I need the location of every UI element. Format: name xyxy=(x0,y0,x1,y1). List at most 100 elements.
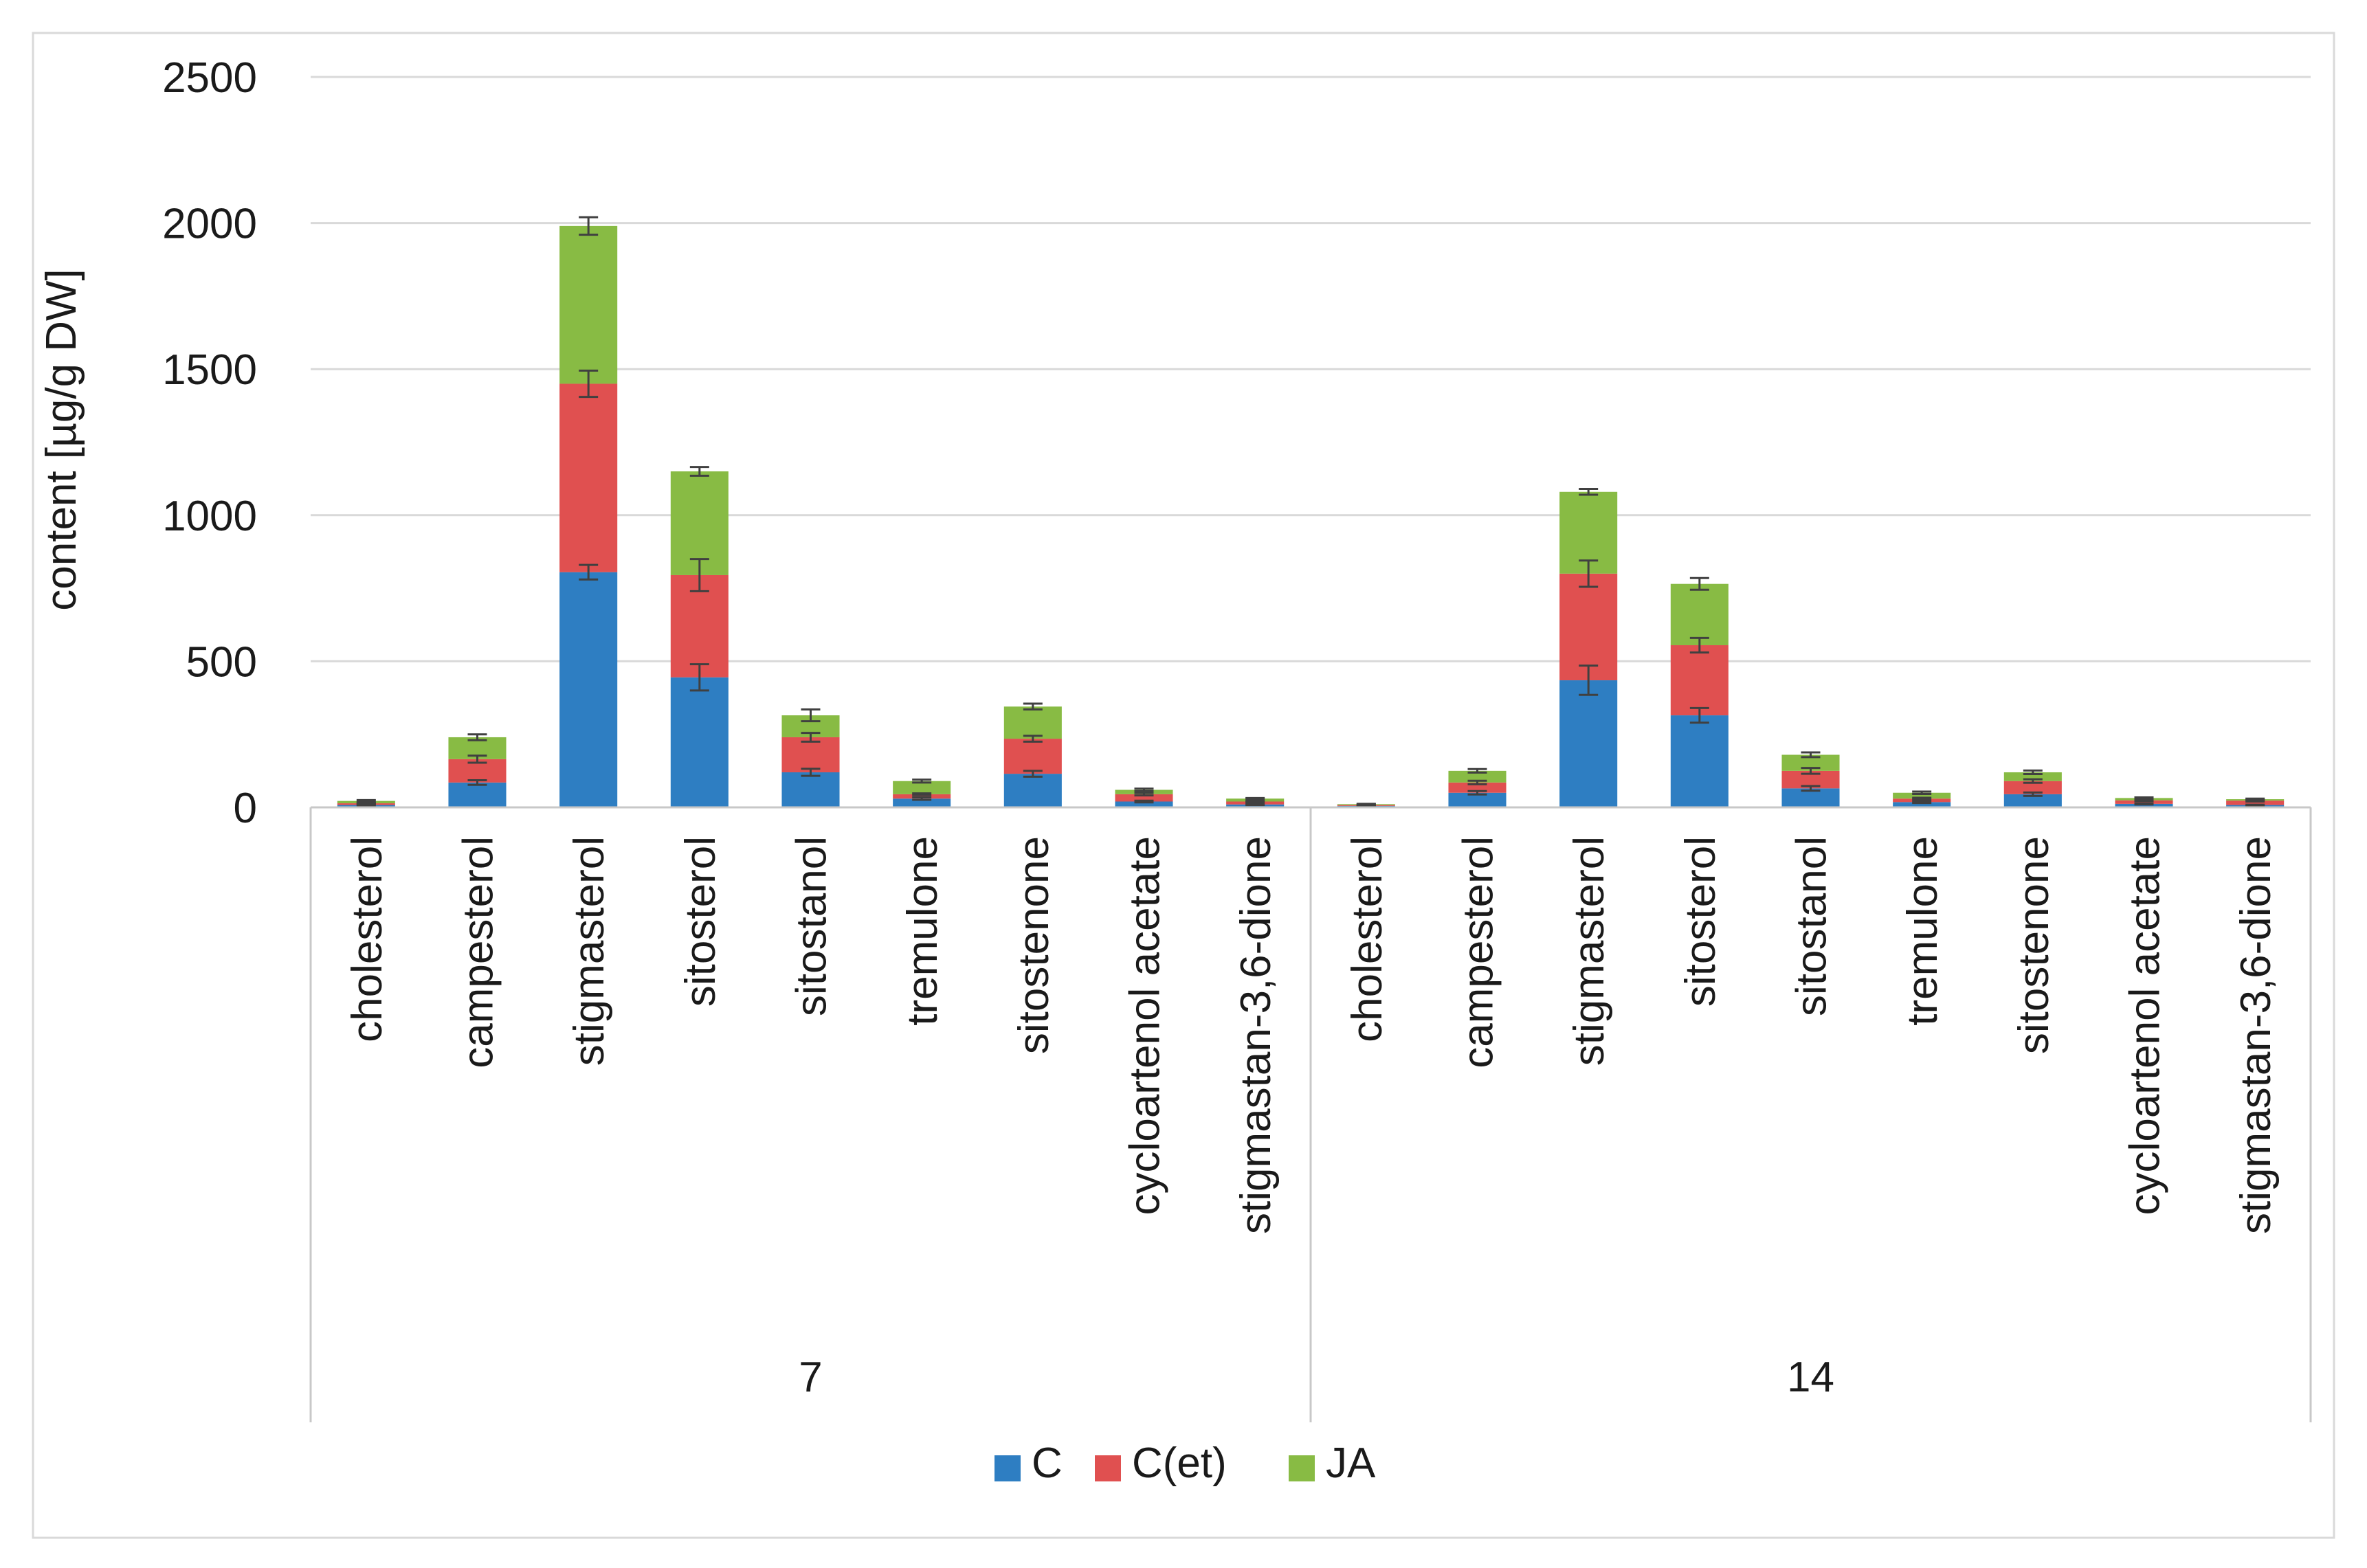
group-label: 14 xyxy=(1787,1354,1834,1401)
bar-segment-c xyxy=(1115,801,1173,807)
axes xyxy=(309,806,2312,1422)
group-label: 7 xyxy=(799,1354,822,1401)
error-bar xyxy=(2134,798,2154,803)
error-bar xyxy=(579,216,599,236)
bar-segment-c xyxy=(893,798,951,807)
bar-segment-ja xyxy=(1670,583,1729,646)
legend-item: C xyxy=(994,1440,1063,1487)
bar-segment-c xyxy=(1893,802,1951,807)
error-bar xyxy=(689,558,709,592)
error-bar xyxy=(1689,576,1709,591)
y-tick-label: 0 xyxy=(234,785,257,832)
bar-segment-cet xyxy=(1448,782,1507,793)
error-bar xyxy=(1467,789,1487,796)
error-bar xyxy=(579,369,599,399)
bar-segment-c xyxy=(1559,680,1618,807)
bar-segment-c xyxy=(1448,792,1507,807)
bar-segment-c xyxy=(2115,803,2173,807)
error-bar xyxy=(1467,779,1487,785)
legend-swatch xyxy=(994,1455,1021,1481)
error-bar xyxy=(801,708,821,723)
error-bar xyxy=(2245,797,2265,801)
x-category-label: stigmastan-3,6-dione xyxy=(1232,836,1280,1234)
error-bar xyxy=(1245,796,1265,800)
x-category-label: cycloartenol acetate xyxy=(2122,836,2169,1215)
x-category-label: tremulone xyxy=(899,836,946,1026)
x-category-label: sitostanol xyxy=(788,836,836,1016)
error-bar xyxy=(467,754,487,764)
error-bar xyxy=(467,779,487,786)
error-bar xyxy=(1245,800,1265,803)
bar-segment-c xyxy=(1670,715,1729,807)
error-bar xyxy=(2023,791,2043,797)
error-bar xyxy=(2023,778,2043,784)
error-bar xyxy=(912,796,932,801)
y-tick-labels: 0 500 1000 1500 2000 2500 xyxy=(162,54,257,832)
bar-segment-ja xyxy=(2003,772,2062,781)
bar-segment-cet xyxy=(1670,645,1729,716)
error-bars xyxy=(356,216,2265,807)
bar-segment-ja xyxy=(893,781,951,794)
error-bar xyxy=(689,466,709,477)
error-bar xyxy=(356,801,376,805)
gridlines xyxy=(311,76,2311,662)
error-bar xyxy=(1134,792,1154,797)
error-bar xyxy=(1579,488,1599,496)
error-bar xyxy=(912,792,932,796)
error-bar xyxy=(801,768,821,777)
error-bar xyxy=(1801,785,1821,792)
bar-segment-cet xyxy=(781,737,840,772)
y-tick-label: 500 xyxy=(186,638,257,686)
error-bar xyxy=(2023,769,2043,776)
error-bar xyxy=(1579,664,1599,696)
error-bar xyxy=(1023,702,1043,711)
x-category-labels: cholesterol campesterol stigmasterol sitost… xyxy=(344,836,2280,1234)
bar-segment-c xyxy=(448,782,507,807)
y-tick-label: 1500 xyxy=(162,346,257,394)
x-category-label: stigmastan-3,6-dione xyxy=(2232,836,2280,1234)
x-category-label: stigmasterol xyxy=(1566,836,1613,1066)
error-bar xyxy=(1912,800,1932,805)
error-bar xyxy=(1801,767,1821,775)
error-bar xyxy=(1467,768,1487,774)
bar-segment-cet xyxy=(2226,800,2285,805)
x-category-label: cholesterol xyxy=(344,836,391,1042)
legend-item: JA xyxy=(1289,1440,1376,1487)
error-bar xyxy=(1689,706,1709,724)
bar-segment-ja xyxy=(1448,770,1507,783)
y-axis-title: content [µg/g DW] xyxy=(38,269,85,610)
y-tick-label: 1000 xyxy=(162,493,257,540)
x-category-label: sitostenone xyxy=(2010,836,2058,1054)
y-tick-label: 2000 xyxy=(162,201,257,248)
bar-segment-cet xyxy=(2115,800,2173,804)
x-category-label: cycloartenol acetate xyxy=(1122,836,1169,1215)
y-tick-label: 2500 xyxy=(162,54,257,102)
legend-label: JA xyxy=(1326,1440,1376,1487)
x-category-label: cholesterol xyxy=(1344,836,1391,1042)
x-category-label: tremulone xyxy=(1899,836,1946,1026)
error-bar xyxy=(1023,735,1043,743)
bar-segment-cet xyxy=(2003,781,2062,794)
x-category-label: sitosterol xyxy=(677,836,724,1007)
x-category-label: sitostanol xyxy=(1788,836,1836,1016)
bar-segment-c xyxy=(1003,774,1062,807)
bar-segment-cet xyxy=(559,383,618,572)
x-category-label: campesterol xyxy=(1455,836,1502,1068)
bar-segment-ja xyxy=(1781,754,1840,771)
x-category-label: sitosterol xyxy=(1677,836,1724,1007)
error-bar xyxy=(356,798,376,803)
x-category-label: sitostenone xyxy=(1010,836,1058,1054)
error-bar xyxy=(1801,751,1821,759)
error-bar xyxy=(912,779,932,784)
error-bar xyxy=(579,563,599,581)
bar-segment-ja xyxy=(1893,792,1951,799)
x-category-label: campesterol xyxy=(455,836,502,1068)
legend-label: C(et) xyxy=(1132,1440,1227,1487)
bar-segment-c xyxy=(559,572,618,807)
error-bar xyxy=(1023,770,1043,778)
error-bar xyxy=(1245,803,1265,807)
legend-swatch xyxy=(1095,1455,1121,1481)
bar-segment-ja xyxy=(1003,706,1062,739)
